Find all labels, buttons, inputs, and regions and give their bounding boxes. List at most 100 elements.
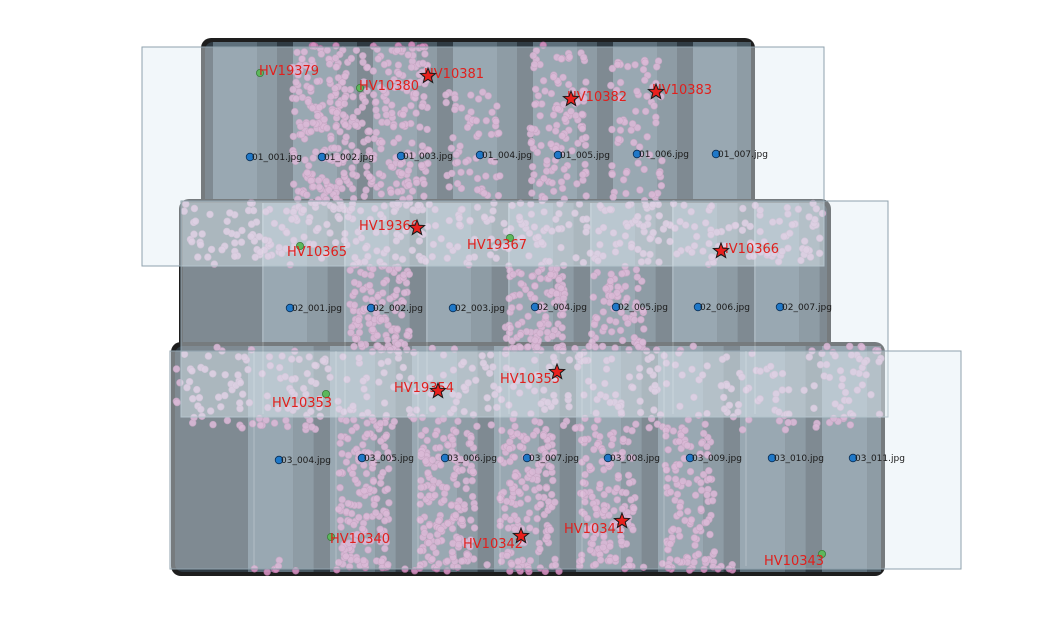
particle [355, 354, 363, 362]
particle [527, 210, 536, 218]
particle [655, 169, 663, 178]
particle [875, 358, 883, 366]
particle [317, 254, 326, 262]
particle [231, 239, 239, 247]
particle [836, 367, 845, 375]
particle [325, 76, 334, 84]
particle [320, 115, 328, 124]
particle [472, 117, 481, 125]
particle [725, 224, 733, 232]
particle [565, 53, 574, 61]
particle [627, 243, 636, 251]
particle [460, 407, 468, 416]
particle [350, 301, 359, 309]
particle [270, 219, 279, 228]
particle [394, 134, 403, 142]
particle [421, 257, 430, 265]
particle [245, 399, 254, 407]
particle [270, 419, 279, 427]
particle [479, 88, 487, 96]
particle [534, 268, 542, 276]
particle [263, 568, 271, 576]
particle [418, 142, 427, 150]
particle [431, 205, 439, 214]
particle [678, 371, 686, 379]
particle [508, 304, 516, 312]
particle [531, 100, 539, 109]
particle [742, 386, 750, 394]
particle [383, 245, 391, 254]
particle [358, 224, 366, 233]
particle [547, 89, 556, 98]
particle [369, 67, 377, 75]
particle [739, 204, 747, 213]
particle [533, 148, 542, 157]
particle [380, 399, 389, 407]
particle [382, 111, 391, 119]
particle [530, 387, 539, 395]
particle [579, 87, 587, 95]
particle [528, 163, 537, 171]
particle [402, 201, 411, 209]
particle [608, 64, 617, 73]
particle [548, 227, 556, 235]
particle [351, 288, 359, 296]
particle [559, 73, 567, 82]
particle [387, 162, 395, 171]
particle [418, 149, 426, 157]
particle [855, 355, 864, 363]
footprint-stripe [867, 346, 881, 572]
particle [725, 401, 734, 409]
particle [326, 373, 334, 381]
particle [611, 248, 620, 256]
particle [482, 116, 490, 125]
particle [190, 204, 199, 213]
image-label: 01_003.jpg [403, 152, 453, 162]
particle [276, 363, 284, 372]
particle [557, 243, 565, 252]
particle [463, 123, 472, 132]
particle [348, 204, 356, 213]
particle [379, 86, 388, 94]
particle [381, 228, 389, 236]
footprint-stripe [693, 42, 737, 214]
particle [515, 303, 524, 311]
green-point-label: HV19367 [467, 238, 527, 253]
particle [633, 212, 642, 221]
particle [608, 292, 616, 300]
particle [616, 239, 624, 247]
particle [778, 247, 786, 256]
particle [378, 138, 386, 147]
particle [305, 218, 313, 226]
particle [419, 59, 427, 67]
particle [176, 379, 184, 387]
particle [198, 230, 206, 238]
green-point-label: HV10343 [764, 554, 824, 569]
particle [293, 402, 301, 411]
particle [841, 388, 850, 397]
particle [638, 338, 647, 346]
particle [492, 117, 500, 126]
particle [536, 274, 545, 283]
particle [258, 370, 266, 378]
particle [559, 261, 568, 270]
particle [617, 308, 625, 316]
particle [466, 168, 474, 176]
particle [684, 415, 692, 424]
particle [624, 201, 633, 210]
particle [582, 228, 590, 236]
particle [633, 123, 642, 132]
particle [262, 208, 270, 216]
particle [543, 398, 552, 407]
particle [348, 141, 356, 150]
particle [383, 118, 391, 127]
particle [625, 346, 633, 354]
particle [540, 405, 549, 414]
particle [264, 252, 272, 260]
particle [509, 270, 517, 279]
particle [288, 215, 296, 223]
particle [244, 365, 252, 374]
particle [194, 253, 202, 261]
particle [439, 371, 448, 379]
